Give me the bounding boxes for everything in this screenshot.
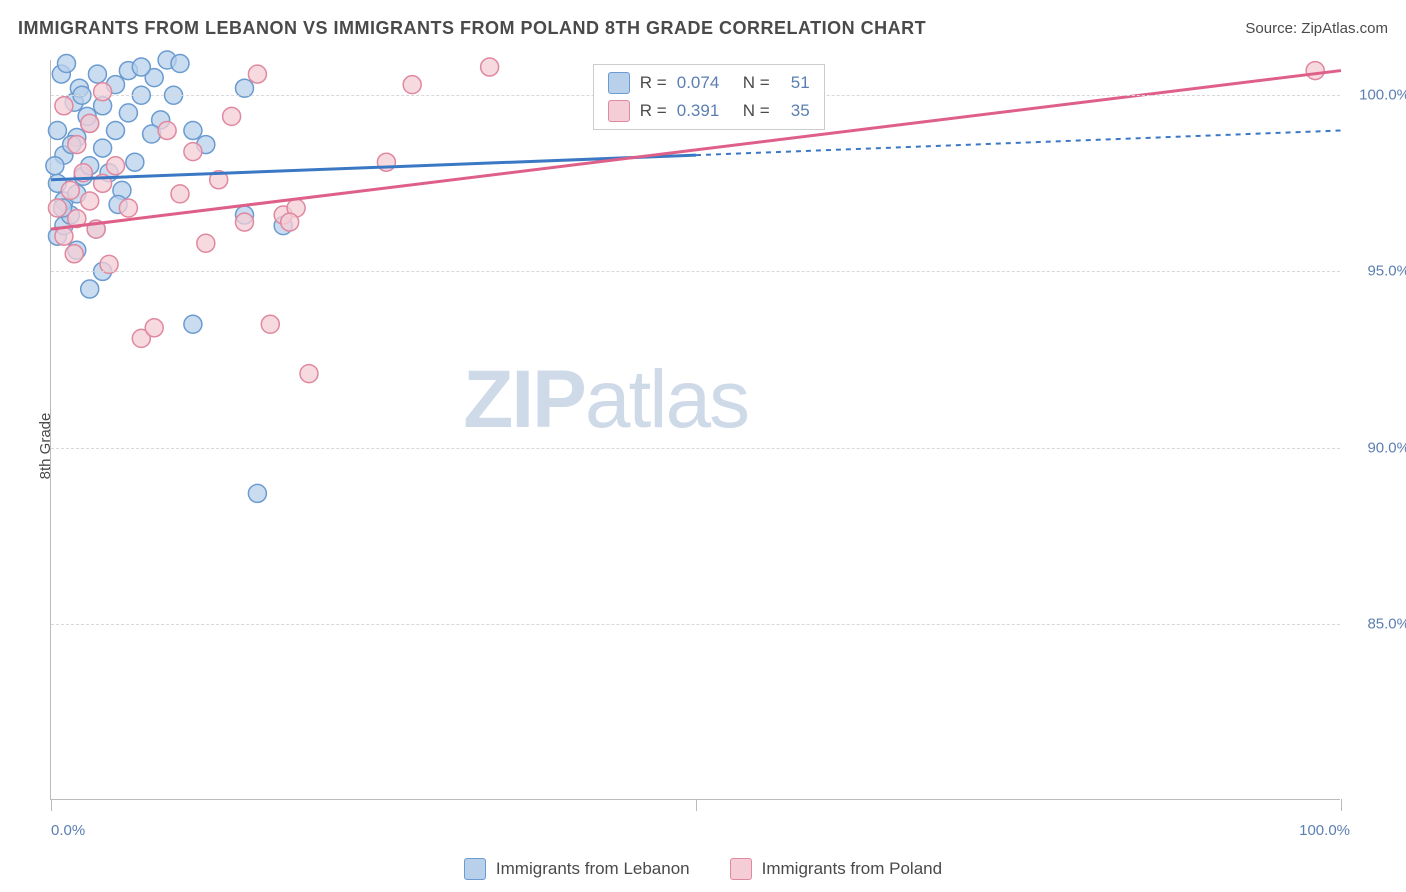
scatter-point (300, 365, 318, 383)
correlation-row: R = 0.074 N = 51 (594, 69, 824, 97)
y-tick-label: 90.0% (1350, 439, 1406, 456)
source-name: ZipAtlas.com (1301, 20, 1388, 37)
trend-line-ext (696, 130, 1341, 155)
chart-title: IMMIGRANTS FROM LEBANON VS IMMIGRANTS FR… (18, 18, 926, 39)
scatter-point (197, 234, 215, 252)
plot-area: 85.0%90.0%95.0%100.0%0.0%100.0%ZIPatlasR… (50, 60, 1340, 800)
scatter-point (55, 227, 73, 245)
series-swatch (608, 72, 630, 94)
gridline (51, 271, 1340, 272)
legend-item: Immigrants from Lebanon (464, 858, 690, 880)
r-value: 0.391 (677, 101, 733, 121)
x-tick (696, 799, 697, 811)
scatter-point (126, 153, 144, 171)
scatter-point (81, 114, 99, 132)
n-value: 51 (780, 73, 810, 93)
legend-item: Immigrants from Poland (730, 858, 942, 880)
scatter-point (68, 136, 86, 154)
r-value: 0.074 (677, 73, 733, 93)
scatter-point (171, 55, 189, 73)
legend-swatch (464, 858, 486, 880)
x-tick-label: 0.0% (51, 822, 85, 839)
scatter-point (1306, 62, 1324, 80)
chart-source: Source: ZipAtlas.com (1245, 20, 1388, 37)
scatter-point (184, 315, 202, 333)
scatter-point (57, 55, 75, 73)
scatter-point (481, 58, 499, 76)
scatter-point (65, 245, 83, 263)
y-tick-label: 95.0% (1350, 263, 1406, 280)
gridline (51, 624, 1340, 625)
r-label: R = (640, 101, 667, 121)
n-label: N = (743, 73, 770, 93)
scatter-point (184, 121, 202, 139)
scatter-point (248, 65, 266, 83)
scatter-point (94, 83, 112, 101)
bottom-legend: Immigrants from Lebanon Immigrants from P… (0, 858, 1406, 880)
scatter-point (88, 65, 106, 83)
scatter-point (145, 319, 163, 337)
scatter-point (61, 181, 79, 199)
n-label: N = (743, 101, 770, 121)
scatter-point (261, 315, 279, 333)
scatter-point (171, 185, 189, 203)
scatter-point (55, 97, 73, 115)
scatter-point (81, 280, 99, 298)
x-tick-label: 100.0% (1299, 822, 1350, 839)
y-tick-label: 100.0% (1350, 87, 1406, 104)
scatter-point (107, 157, 125, 175)
source-prefix: Source: (1245, 20, 1301, 37)
legend-label: Immigrants from Poland (762, 859, 942, 879)
scatter-point (48, 121, 66, 139)
watermark: ZIPatlas (463, 353, 748, 447)
x-tick (51, 799, 52, 811)
scatter-point (132, 58, 150, 76)
n-value: 35 (780, 101, 810, 121)
legend-swatch (730, 858, 752, 880)
scatter-point (223, 107, 241, 125)
correlation-row: R = 0.391 N = 35 (594, 97, 824, 125)
trend-line (51, 155, 696, 180)
scatter-point (46, 157, 64, 175)
scatter-point (158, 121, 176, 139)
scatter-point (281, 213, 299, 231)
scatter-point (403, 76, 421, 94)
series-swatch (608, 100, 630, 122)
scatter-point (119, 104, 137, 122)
scatter-point (94, 139, 112, 157)
scatter-point (236, 213, 254, 231)
y-tick-label: 85.0% (1350, 615, 1406, 632)
chart-header: IMMIGRANTS FROM LEBANON VS IMMIGRANTS FR… (18, 18, 1388, 39)
correlation-box: R = 0.074 N = 51 R = 0.391 N = 35 (593, 64, 825, 130)
scatter-point (184, 143, 202, 161)
legend-label: Immigrants from Lebanon (496, 859, 690, 879)
scatter-point (119, 199, 137, 217)
scatter-point (107, 121, 125, 139)
r-label: R = (640, 73, 667, 93)
scatter-point (81, 192, 99, 210)
x-tick (1341, 799, 1342, 811)
scatter-point (248, 484, 266, 502)
scatter-point (48, 199, 66, 217)
gridline (51, 448, 1340, 449)
